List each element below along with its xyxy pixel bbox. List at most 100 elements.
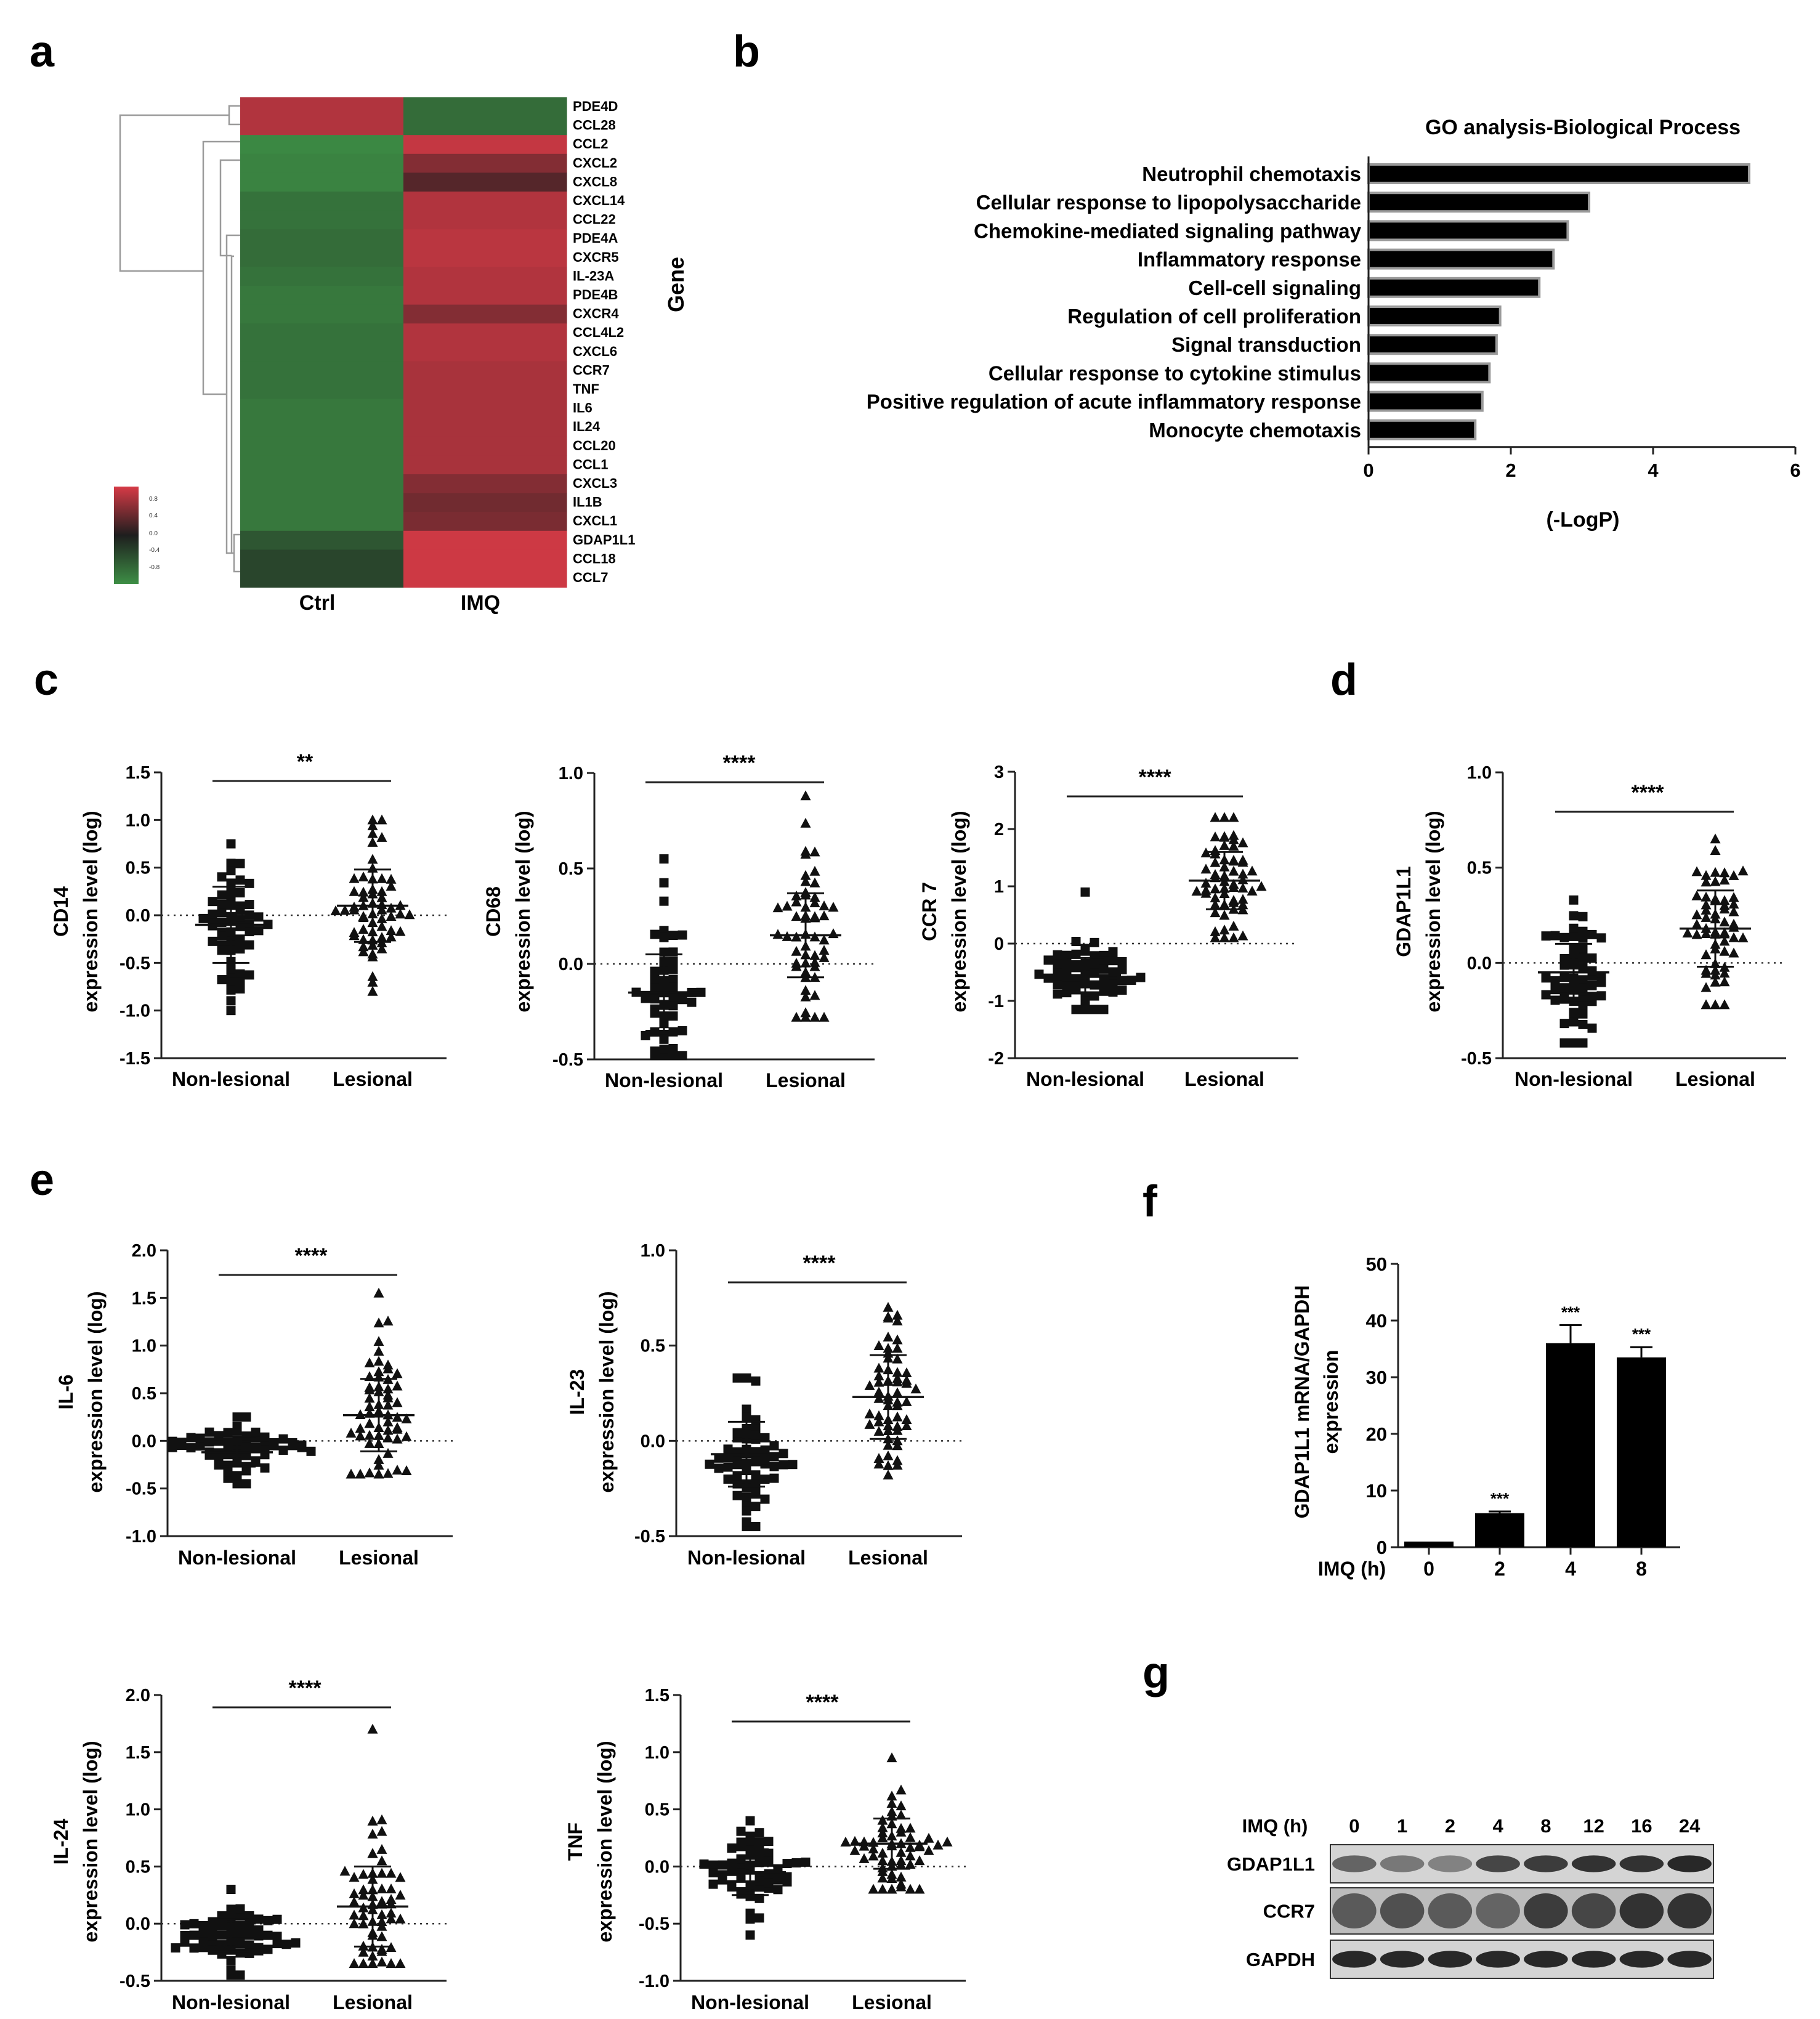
data-point-triangle [1219, 831, 1230, 841]
data-point-triangle [791, 911, 802, 921]
data-point-square [1053, 989, 1062, 999]
data-point-square [217, 931, 227, 941]
data-point-triangle [1701, 904, 1712, 915]
data-point-triangle [376, 1956, 387, 1967]
data-point-square [245, 1948, 254, 1958]
y-tick-label: 0.5 [132, 1384, 156, 1404]
data-point-triangle [349, 1888, 360, 1898]
heatmap-cell [240, 418, 404, 437]
data-point-triangle [395, 1872, 406, 1882]
data-point-triangle [809, 877, 820, 888]
data-point-square [235, 875, 245, 885]
data-point-triangle [901, 1420, 912, 1431]
data-point-square [714, 1463, 724, 1473]
data-point-square [1541, 931, 1551, 941]
data-point-square [773, 1885, 783, 1895]
blot-rows: GDAP1L1 CCR7 GAPDH [1227, 1844, 1714, 1979]
data-point-square [226, 985, 236, 995]
data-point-triangle [386, 931, 397, 942]
data-point-triangle [376, 831, 387, 842]
significance: **** [295, 1244, 328, 1268]
data-point-triangle [1701, 982, 1712, 992]
data-point-square [1559, 1019, 1569, 1029]
data-point-triangle [800, 870, 811, 880]
go-category-label: Inflammatory response [1138, 248, 1361, 271]
y-tick-label: 0.0 [132, 1431, 156, 1451]
panel-letter-d: d [1330, 655, 1357, 705]
data-point-square [788, 1460, 798, 1470]
data-point-triangle [1719, 968, 1730, 978]
data-point-square [204, 1427, 214, 1437]
data-point-square [1578, 963, 1588, 973]
data-point-triangle [382, 1359, 394, 1370]
heatmap-cell [240, 248, 404, 267]
y-tick-label: 1.5 [126, 763, 150, 783]
data-point-triangle [1701, 891, 1712, 902]
heatmap-cell [403, 229, 567, 249]
data-point-triangle [896, 1871, 907, 1882]
data-point-triangle [386, 1867, 397, 1878]
data-point-triangle [386, 911, 397, 921]
data-point-square [263, 1916, 273, 1925]
data-point-square [754, 1837, 764, 1847]
y-tick-label: 3 [994, 763, 1004, 782]
data-point-triangle [914, 1841, 925, 1851]
data-point-square [650, 994, 660, 1004]
y-tick-label: 0.5 [559, 859, 583, 879]
y-tick-label: -0.5 [1461, 1049, 1492, 1069]
data-point-triangle [358, 1946, 369, 1957]
data-point-square [226, 1006, 236, 1016]
y-tick-label: -0.5 [639, 1914, 669, 1934]
heatmap-row-label: PDE4D [573, 99, 618, 114]
data-point-square [241, 1431, 251, 1441]
data-point-triangle [367, 985, 378, 996]
data-point-square [223, 1460, 233, 1470]
y-tick-label: 0.0 [641, 1431, 665, 1451]
data-point-triangle [1237, 868, 1248, 879]
data-point-triangle [367, 1723, 378, 1734]
data-point-square [226, 977, 236, 987]
data-point-square [245, 1940, 254, 1950]
data-point-triangle [809, 846, 820, 857]
ylabel: expression level (log) [512, 811, 534, 1012]
data-point-square [278, 1445, 288, 1455]
scatter-plot-cd68: CD68 expression level (log) **** Non-les… [482, 751, 875, 1091]
data-point-square [751, 1502, 761, 1511]
data-point-square [1053, 950, 1062, 960]
data-point-square [1071, 1005, 1081, 1014]
go-bar [1367, 277, 1541, 298]
data-point-triangle [1691, 866, 1702, 876]
data-point-triangle [373, 1459, 384, 1470]
data-point-triangle [840, 1836, 851, 1847]
scatter-plot-il23: IL-23 expression level (log) **** Non-le… [566, 1241, 962, 1569]
y-tick-label: -0.5 [126, 1479, 156, 1499]
data-point-triangle [376, 921, 387, 931]
data-point-square [168, 1436, 177, 1446]
data-point-square [223, 1467, 233, 1477]
data-point-square [1080, 887, 1090, 897]
heatmap-cell [403, 286, 567, 305]
heatmap-cell [403, 210, 567, 230]
data-point-triangle [1691, 919, 1702, 929]
data-point-square [727, 1858, 737, 1868]
data-point-square [1090, 959, 1099, 969]
data-point-square [241, 1442, 251, 1452]
data-point-square [659, 933, 669, 942]
data-point-square [1080, 996, 1090, 1006]
y-tick-label: -0.5 [634, 1527, 665, 1547]
data-point-square [217, 899, 227, 909]
data-point-triangle [364, 1438, 375, 1448]
data-point-square [306, 1446, 316, 1456]
data-point-triangle [1719, 999, 1730, 1010]
data-point-square [217, 908, 227, 918]
bar-chart-gdap1l1-mrna: GDAP1L1 mRNA/GAPDH expression IMQ (h) 50… [1291, 1253, 1680, 1580]
data-point-triangle [392, 1380, 403, 1391]
heatmap-row-label: CCL4L2 [573, 325, 624, 340]
blot-header-label: IMQ (h) [1242, 1815, 1308, 1837]
data-point-triangle [923, 1845, 934, 1855]
data-point-triangle [1701, 912, 1712, 922]
heatmap-cell [240, 304, 404, 324]
data-point-square [1117, 965, 1127, 974]
heatmap-cell [403, 549, 567, 569]
data-point-square [745, 1816, 755, 1826]
